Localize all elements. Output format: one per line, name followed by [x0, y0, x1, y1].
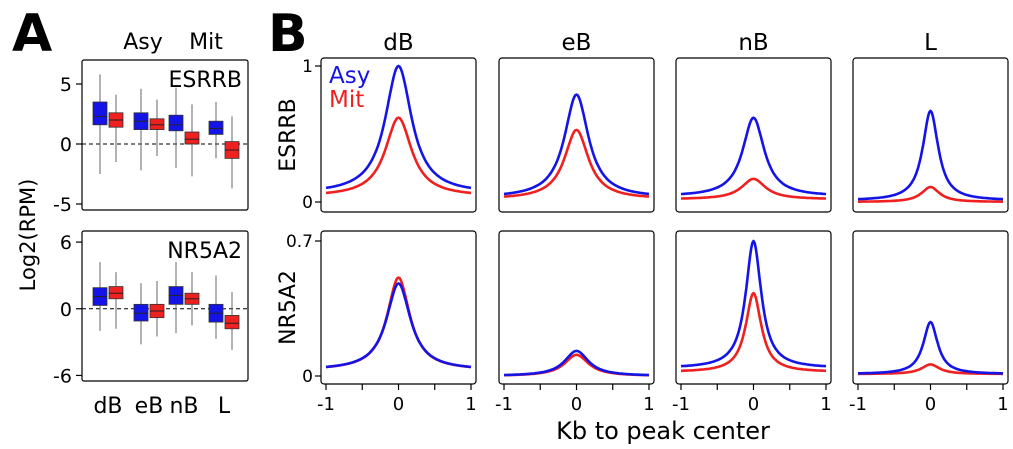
row-label: NR5A2 — [167, 239, 242, 264]
box — [184, 131, 200, 145]
x-category-label: L — [218, 394, 231, 419]
plot-frame — [675, 57, 832, 213]
series-line-mit — [325, 276, 472, 369]
plot-frame — [320, 230, 477, 385]
series-line-mit — [857, 185, 1004, 203]
column-title: dB — [383, 30, 413, 56]
series-line-mit — [503, 353, 650, 377]
plot-frame — [498, 57, 655, 213]
x-tick-label: 0 — [393, 394, 404, 415]
y-tick-label: 0 — [60, 299, 72, 321]
legend-asy-label: Asy — [329, 63, 370, 89]
box — [149, 118, 165, 131]
y-tick-label: 0 — [302, 193, 313, 213]
column-title: L — [924, 30, 937, 56]
x-tick-label: -1 — [672, 394, 690, 415]
row-label: NR5A2 — [276, 270, 301, 345]
x-tick-label: 1 — [997, 394, 1008, 415]
y-tick-label: -5 — [53, 194, 72, 216]
y-tick-label: -6 — [53, 365, 72, 387]
legend-mit: Mit — [189, 30, 223, 55]
series-line-mit — [680, 177, 827, 200]
x-tick-label: -1 — [849, 394, 867, 415]
x-tick-label: 0 — [571, 394, 582, 415]
series-line-mit — [503, 128, 650, 198]
series-line-asy — [857, 109, 1004, 201]
box — [108, 286, 124, 300]
x-tick-label: -1 — [495, 394, 513, 415]
x-category-label: nB — [169, 394, 198, 419]
y-tick-label: 0 — [60, 134, 72, 156]
series-line-asy — [680, 116, 827, 196]
box — [92, 101, 108, 126]
x-tick-label: 1 — [643, 394, 654, 415]
x-axis-label: Kb to peak center — [556, 417, 770, 445]
plot-frame — [81, 59, 249, 211]
series-line-mit — [680, 291, 827, 373]
plot-frame — [675, 230, 832, 385]
column-title: eB — [562, 30, 592, 56]
plot-frame — [498, 230, 655, 385]
series-line-asy — [325, 64, 472, 190]
x-tick-label: -1 — [317, 394, 335, 415]
y-tick-label: 0 — [302, 367, 313, 387]
panel-a-letter: A — [12, 4, 52, 64]
x-tick-label: 0 — [925, 394, 936, 415]
row-label: ESRRB — [276, 98, 301, 172]
series-line-asy — [503, 349, 650, 377]
box — [208, 120, 224, 135]
panel-b-letter: B — [268, 4, 308, 64]
panel-a-boxplots: Asy Mit Log2(RPM) 5 0 -5 ESRRB 6 0 -6 NR5A2 dB eB… — [16, 30, 249, 419]
plot-frame — [852, 57, 1009, 213]
series-line-mit — [325, 116, 472, 195]
series-line-asy — [680, 239, 827, 368]
legend-asy: Asy — [123, 30, 163, 55]
series-line-asy — [503, 93, 650, 196]
y-tick-label: 1 — [302, 57, 313, 77]
y-tick-label: 5 — [60, 74, 72, 96]
box — [224, 315, 240, 330]
column-title: nB — [738, 30, 768, 56]
series-line-asy — [325, 282, 472, 369]
y-tick-label: 6 — [60, 232, 72, 254]
box — [168, 114, 184, 132]
x-tick-label: 0 — [748, 394, 759, 415]
plot-frame — [852, 230, 1009, 385]
row-label: ESRRB — [168, 68, 242, 93]
y-tick-label: 0.7 — [286, 232, 313, 252]
legend-mit-label: Mit — [329, 87, 364, 113]
series-line-asy — [857, 320, 1004, 375]
x-tick-label: 1 — [465, 394, 476, 415]
x-category-label: dB — [93, 394, 122, 419]
box — [133, 303, 149, 322]
y-axis-label: Log2(RPM) — [16, 179, 40, 292]
x-category-label: eB — [135, 394, 164, 419]
plot-frame — [320, 57, 477, 213]
x-tick-label: 1 — [820, 394, 831, 415]
plot-frame — [81, 230, 249, 382]
panel-b-profiles: Kb to peak center dB eB nB L ESRRB 0 1 NR5A2 0 0.… — [276, 30, 1009, 445]
